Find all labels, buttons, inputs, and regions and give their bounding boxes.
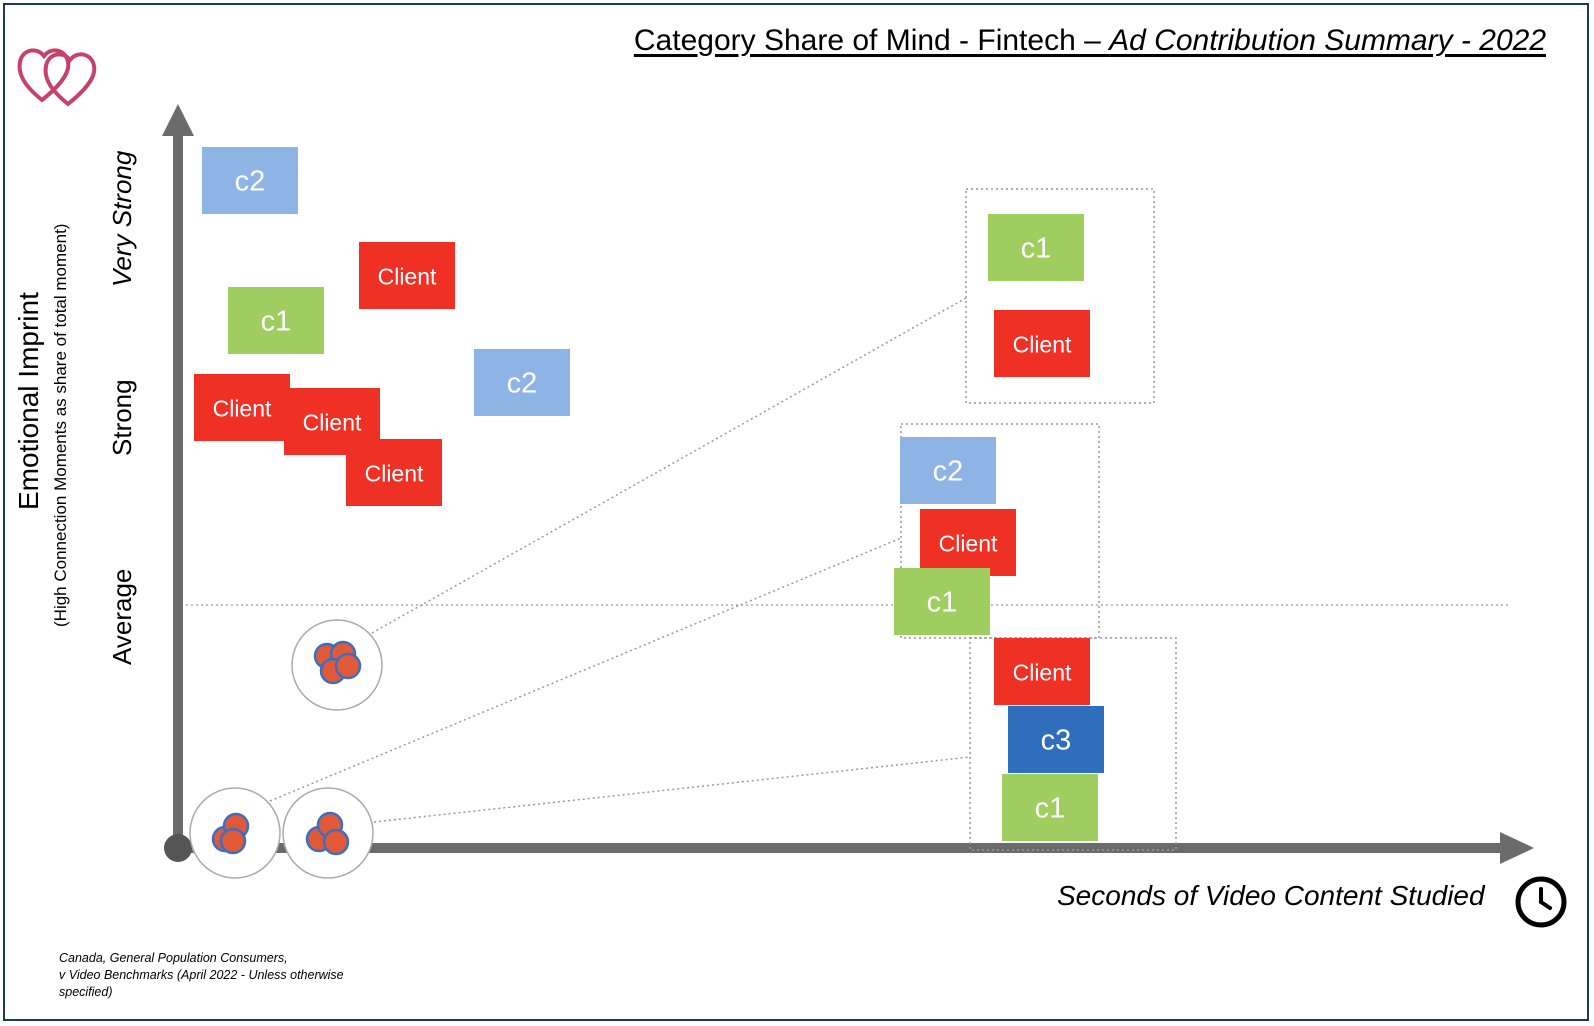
tile-left-c2-3-box — [474, 349, 570, 416]
tile-left-client-5-label: Client — [303, 410, 362, 436]
tile-left-c2-0: c2 — [202, 147, 298, 214]
tile-left-client-6-box — [346, 439, 442, 506]
tile-left-client-6: Client — [346, 439, 442, 506]
y-axis-title: Emotional Imprint — [13, 292, 44, 510]
tile-group-1-c1-0: c1 — [988, 214, 1084, 281]
tile-left-c2-0-box — [202, 147, 298, 214]
tile-group-2-c1-2-label: c1 — [927, 587, 958, 619]
x-axis-arrow — [1500, 832, 1534, 864]
tile-group-1-c1-0-box — [988, 214, 1084, 281]
group-box-a — [965, 188, 1155, 404]
tile-group-2-client-1-label: Client — [939, 531, 998, 557]
tile-left-client-4-label: Client — [213, 396, 272, 422]
tile-group-2-client-1: Client — [920, 509, 1016, 576]
tile-group-3-c1-2: c1 — [1002, 774, 1098, 841]
tile-left-c1-2-box — [228, 287, 324, 354]
y-level-very-strong: Very Strong — [107, 150, 137, 287]
footnote: Canada, General Population Consumers, v … — [59, 950, 399, 1001]
connector-line-a — [371, 297, 967, 634]
tile-left-c2-3-label: c2 — [507, 368, 538, 400]
bubble-dot — [334, 652, 362, 680]
tile-left-c2-0-label: c2 — [235, 166, 266, 198]
tile-group-3-c3-1-label: c3 — [1041, 725, 1072, 757]
tile-left-client-6-label: Client — [365, 461, 424, 487]
tile-group-2-c2-0-label: c2 — [933, 456, 964, 488]
footnote-line-1: Canada, General Population Consumers, — [59, 951, 288, 965]
tile-left-client-5: Client — [284, 388, 380, 455]
tile-group-3-c1-2-box — [1002, 774, 1098, 841]
tile-group-3-client-0-label: Client — [1013, 660, 1072, 686]
tile-left-c1-2: c1 — [228, 287, 324, 354]
tile-group-1-client-1-label: Client — [1013, 332, 1072, 358]
bubble-cluster-1 — [291, 619, 383, 711]
y-level-strong: Strong — [107, 379, 137, 456]
tile-group-3-c1-2-label: c1 — [1035, 793, 1066, 825]
tile-left-client-4-box — [194, 374, 290, 441]
tile-group-1-c1-0-label: c1 — [1021, 233, 1052, 265]
title-italic: Ad Contribution Summary - 2022 — [1109, 24, 1546, 57]
tile-group-3-c3-1: c3 — [1008, 706, 1104, 773]
connector-line-b — [269, 537, 902, 802]
tile-group-1-client-1: Client — [994, 310, 1090, 377]
tile-group-2-c2-0: c2 — [900, 437, 996, 504]
page-title: Category Share of Mind - Fintech – Ad Co… — [634, 24, 1546, 58]
tile-group-3-client-0: Client — [994, 638, 1090, 705]
tile-group-3-c3-1-box — [1008, 706, 1104, 773]
y-level-average: Average — [107, 569, 137, 665]
connector-line-c — [373, 756, 971, 823]
tile-group-1-client-1-box — [994, 310, 1090, 377]
tile-left-client-1: Client — [359, 242, 455, 309]
tile-left-client-1-label: Client — [378, 264, 437, 290]
y-axis-subtitle: (High Connection Moments as share of tot… — [51, 224, 70, 627]
tile-group-2-c1-2-box — [894, 568, 990, 635]
bubble-clusters — [189, 619, 383, 879]
tile-left-c2-3: c2 — [474, 349, 570, 416]
bubble-dot — [322, 828, 350, 856]
tile-left-c1-2-label: c1 — [261, 306, 292, 338]
tile-group-2-c1-2: c1 — [894, 568, 990, 635]
footnote-line-3: specified) — [59, 985, 113, 999]
tile-group-3-client-0-box — [994, 638, 1090, 705]
tile-left-client-1-box — [359, 242, 455, 309]
y-axis-arrow — [162, 104, 194, 136]
group-box-c — [969, 637, 1177, 851]
tiles-layer: c2Clientc1c2ClientClientClientc1Clientc2… — [194, 147, 1104, 841]
axis-origin — [164, 834, 192, 862]
bubble-cluster-3 — [282, 787, 374, 879]
title-main: Category Share of Mind - Fintech – — [633, 24, 1110, 57]
bubble-dot — [219, 827, 247, 855]
x-axis-title: Seconds of Video Content Studied — [1057, 880, 1485, 911]
tile-group-2-c2-0-box — [900, 437, 996, 504]
footnote-line-2: v Video Benchmarks (April 2022 - Unless … — [59, 968, 344, 982]
two-hearts-icon — [17, 48, 97, 107]
bubble-cluster-2 — [189, 787, 281, 879]
tile-left-client-4: Client — [194, 374, 290, 441]
clock-icon — [1515, 876, 1567, 928]
tile-group-2-client-1-box — [920, 509, 1016, 576]
